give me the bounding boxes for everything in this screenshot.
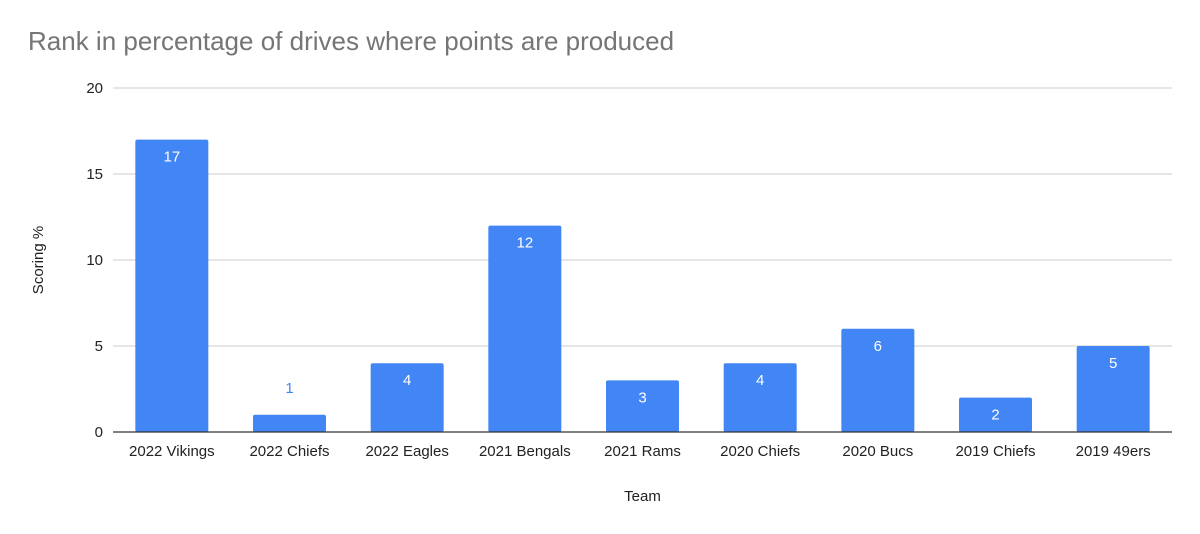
data-label: 1 (285, 380, 293, 397)
bar (723, 363, 797, 432)
data-label: 12 (516, 235, 533, 252)
bar (606, 380, 679, 432)
y-axis-title: Scoring % (30, 226, 47, 294)
x-tick-label: 2019 49ers (1076, 443, 1151, 460)
bars (135, 139, 1150, 432)
x-tick-label: 2022 Chiefs (249, 443, 329, 460)
bar (488, 225, 562, 432)
bar (959, 397, 1032, 432)
bar (253, 414, 326, 432)
data-label: 4 (756, 372, 764, 389)
data-label: 5 (1109, 355, 1117, 372)
x-axis-title: Team (624, 488, 661, 505)
data-labels: 17 1 4 12 3 4 6 2 5 (163, 149, 1117, 424)
data-label: 2 (991, 407, 999, 424)
x-tick-label: 2022 Eagles (365, 443, 448, 460)
chart-title: Rank in percentage of drives where point… (28, 26, 675, 56)
y-tick-label: 0 (95, 424, 103, 441)
x-tick-label: 2021 Bengals (479, 443, 571, 460)
gridlines (113, 87, 1172, 347)
y-tick-label: 20 (86, 80, 103, 97)
data-label: 4 (403, 372, 411, 389)
x-tick-label: 2022 Vikings (129, 443, 215, 460)
x-tick-label: 2020 Chiefs (720, 443, 800, 460)
bar (135, 139, 209, 432)
bar (1076, 346, 1150, 432)
data-label: 3 (638, 389, 646, 406)
y-tick-label: 10 (86, 252, 103, 269)
y-tick-label: 15 (86, 166, 103, 183)
x-tick-label: 2019 Chiefs (955, 443, 1035, 460)
y-tick-label: 5 (95, 338, 103, 355)
bar (370, 363, 444, 432)
bar (841, 328, 915, 432)
x-tick-label: 2020 Bucs (842, 443, 913, 460)
data-label: 6 (874, 338, 882, 355)
data-label: 17 (163, 149, 180, 166)
x-tick-label: 2021 Rams (604, 443, 681, 460)
